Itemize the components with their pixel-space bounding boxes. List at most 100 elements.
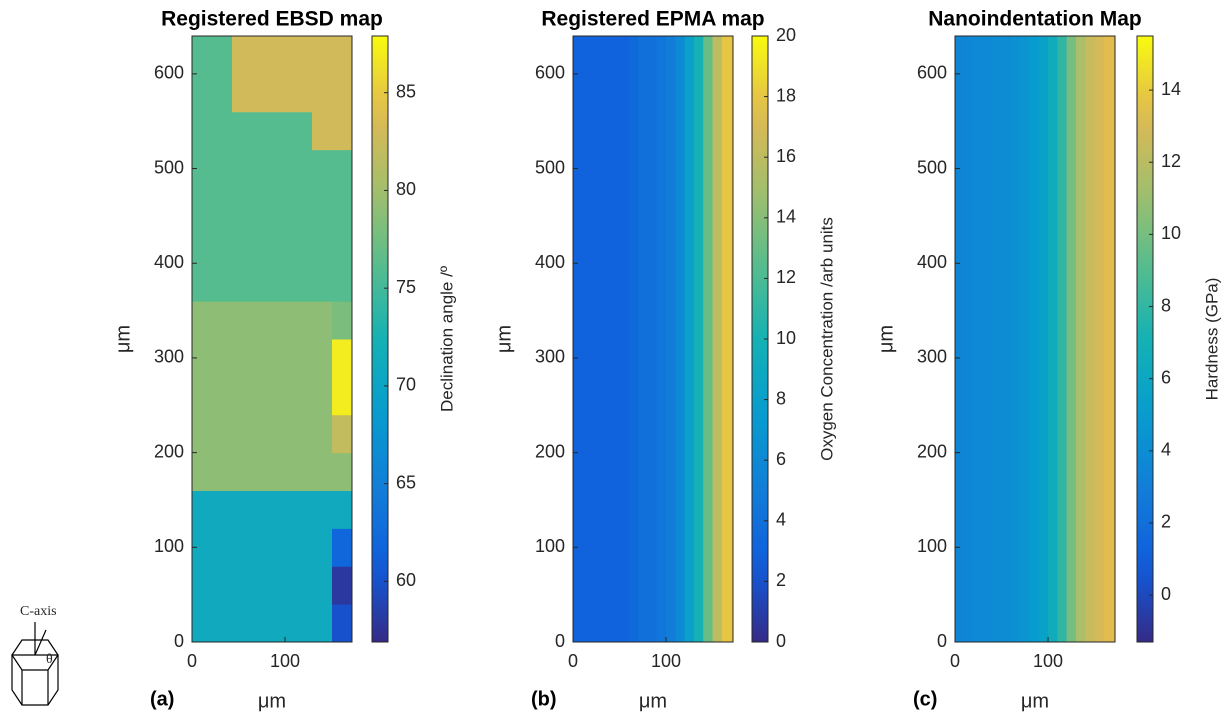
heatmap-cell <box>591 36 602 643</box>
y-axis-label: μm <box>875 325 897 353</box>
heatmap-cell <box>292 36 313 75</box>
colorbar-tick-label: 14 <box>776 207 796 227</box>
heatmap-cell <box>252 225 273 264</box>
heatmap-cell <box>272 452 293 491</box>
angle-label: θ <box>46 652 53 667</box>
heatmap-cell <box>272 187 293 226</box>
colorbar <box>1136 35 1154 643</box>
heatmap-cell <box>666 36 676 643</box>
heatmap-cell <box>332 604 353 643</box>
x-tick-label: 0 <box>187 651 197 671</box>
heatmap-cell <box>272 111 293 151</box>
heatmap-cell <box>312 111 333 151</box>
colorbar-tick-label: 12 <box>1161 151 1181 171</box>
y-tick-label: 100 <box>917 536 947 556</box>
heatmap-cell <box>252 149 273 188</box>
heatmap-cell <box>212 414 233 454</box>
heatmap-cell <box>272 36 293 75</box>
heatmap-cell <box>312 36 333 75</box>
colorbar-tick-label: 10 <box>776 328 796 348</box>
colorbar-label: Hardness (GPa) <box>1202 278 1221 401</box>
heatmap-cell <box>600 36 611 643</box>
heatmap-cell <box>212 528 233 567</box>
panel-label: (b) <box>531 688 557 710</box>
heatmap-cell <box>232 490 253 529</box>
colorbar-tick-label: 2 <box>1161 512 1171 532</box>
heatmap-cell <box>212 111 233 151</box>
heatmap-cell <box>232 36 253 75</box>
y-tick-label: 400 <box>535 252 565 272</box>
heatmap-cell <box>252 528 273 567</box>
y-tick-label: 100 <box>154 536 184 556</box>
heatmap-cell <box>192 149 213 188</box>
y-tick-label: 0 <box>555 631 565 651</box>
heatmap-cell <box>675 36 686 643</box>
heatmap-cell <box>252 452 273 491</box>
heatmap-cell <box>212 149 233 188</box>
heatmap-cell <box>1085 36 1096 643</box>
heatmap-cell <box>292 225 313 264</box>
colorbar-tick-label: 80 <box>396 179 416 199</box>
heatmap-cell <box>703 36 714 643</box>
heatmap-cell <box>232 301 253 340</box>
heatmap-cell <box>721 36 734 643</box>
y-axis-label: μm <box>112 325 134 353</box>
y-tick-label: 600 <box>917 63 947 83</box>
heatmap-cell <box>292 111 313 151</box>
y-tick-label: 200 <box>154 441 184 461</box>
heatmap-cell <box>232 339 253 378</box>
heatmap-cell <box>192 376 213 416</box>
heatmap-cell <box>332 187 353 226</box>
colorbar-label: Oxygen Concentration /arb units <box>817 217 836 461</box>
y-tick-label: 300 <box>154 347 184 367</box>
heatmap-cell <box>232 528 253 567</box>
heatmap-cell <box>1103 36 1116 643</box>
heatmap-cell <box>192 528 213 567</box>
heatmap-cell <box>252 73 273 113</box>
heatmap-cell <box>992 36 1003 643</box>
y-tick-label: 300 <box>917 347 947 367</box>
heatmap-cell <box>292 414 313 454</box>
heatmap-cell <box>628 36 639 643</box>
heatmap-cell <box>272 376 293 416</box>
heatmap-cell <box>1066 36 1077 643</box>
heatmap-cell <box>252 301 273 340</box>
colorbar-tick-label: 8 <box>1161 295 1171 315</box>
y-tick-label: 200 <box>535 441 565 461</box>
colorbar-tick-label: 60 <box>396 570 416 590</box>
heatmap-cell <box>212 490 233 529</box>
heatmap-cell <box>964 36 975 643</box>
chart-title: Registered EBSD map <box>161 8 383 31</box>
heatmap-cell <box>272 149 293 188</box>
x-tick-label: 100 <box>651 651 681 671</box>
heatmap-cell <box>1029 36 1040 643</box>
heatmap-cell <box>232 225 253 264</box>
heatmap-cell <box>292 187 313 226</box>
heatmap-cell <box>212 225 233 264</box>
heatmap-cell <box>292 149 313 188</box>
x-tick-label: 100 <box>270 651 300 671</box>
heatmap-cell <box>232 149 253 188</box>
heatmap-cell <box>232 452 253 491</box>
c-axis-label: C-axis <box>20 604 57 619</box>
heatmap-cell <box>232 566 253 605</box>
heatmap-cell <box>212 566 233 605</box>
heatmap-cell <box>312 452 333 491</box>
heatmap-cell <box>212 604 233 643</box>
heatmap-cell <box>212 301 233 340</box>
heatmap-cell <box>332 149 353 188</box>
y-tick-label: 300 <box>535 347 565 367</box>
heatmap-cell <box>312 225 333 264</box>
heatmap-cell <box>252 263 273 302</box>
colorbar-tick-label: 20 <box>776 25 796 45</box>
chart-title: Registered EPMA map <box>541 8 764 31</box>
heatmap-cell <box>332 263 353 302</box>
heatmap-cell <box>192 566 213 605</box>
heatmap-cell <box>192 452 213 491</box>
heatmap-cell <box>332 414 353 454</box>
heatmap-cell <box>272 225 293 264</box>
heatmap-cell <box>212 36 233 75</box>
heatmap-cell <box>610 36 621 643</box>
y-tick-label: 200 <box>917 441 947 461</box>
